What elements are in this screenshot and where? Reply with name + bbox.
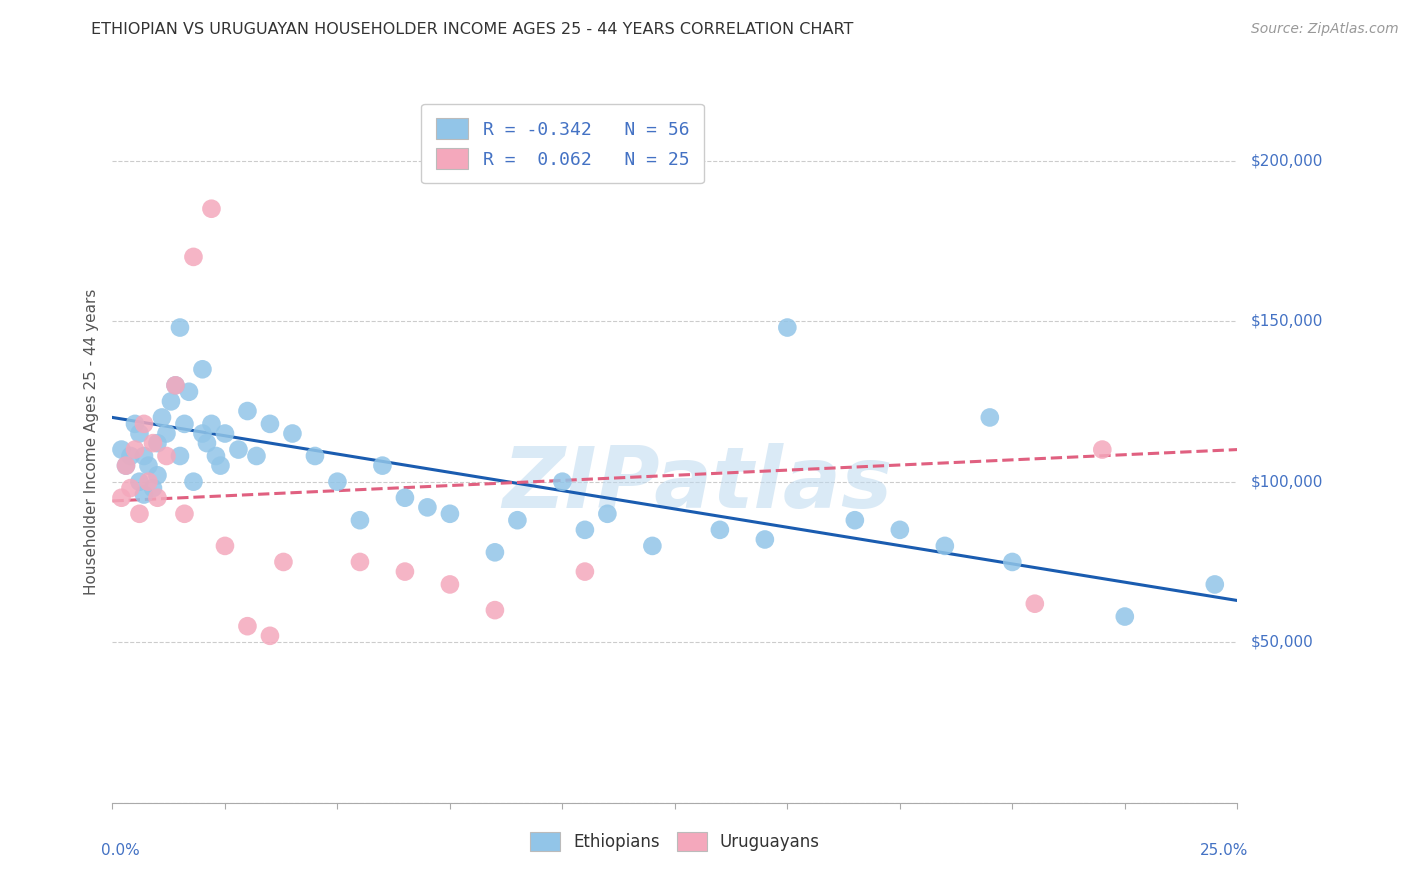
- Point: [165, 378, 187, 392]
- Point: [304, 449, 326, 463]
- Point: [506, 513, 529, 527]
- Point: [979, 410, 1001, 425]
- Point: [155, 426, 177, 441]
- Point: [200, 417, 222, 431]
- Point: [273, 555, 295, 569]
- Point: [484, 603, 506, 617]
- Point: [191, 362, 214, 376]
- Point: [236, 619, 259, 633]
- Point: [214, 539, 236, 553]
- Point: [115, 458, 138, 473]
- Point: [183, 250, 205, 264]
- Point: [889, 523, 911, 537]
- Point: [200, 202, 222, 216]
- Point: [120, 449, 142, 463]
- Point: [236, 404, 259, 418]
- Point: [115, 458, 138, 473]
- Point: [173, 417, 195, 431]
- Point: [128, 475, 150, 489]
- Text: $200,000: $200,000: [1251, 153, 1323, 168]
- Point: [349, 555, 371, 569]
- Point: [132, 449, 155, 463]
- Point: [1024, 597, 1046, 611]
- Point: [245, 449, 267, 463]
- Point: [214, 426, 236, 441]
- Text: $50,000: $50,000: [1251, 635, 1315, 649]
- Point: [709, 523, 731, 537]
- Point: [754, 533, 776, 547]
- Point: [169, 449, 191, 463]
- Text: $150,000: $150,000: [1251, 314, 1323, 328]
- Point: [776, 320, 799, 334]
- Point: [439, 507, 461, 521]
- Point: [326, 475, 349, 489]
- Point: [110, 491, 132, 505]
- Point: [844, 513, 866, 527]
- Point: [146, 491, 169, 505]
- Point: [183, 475, 205, 489]
- Point: [596, 507, 619, 521]
- Point: [195, 436, 218, 450]
- Legend: Ethiopians, Uruguayans: Ethiopians, Uruguayans: [522, 823, 828, 860]
- Point: [439, 577, 461, 591]
- Point: [132, 417, 155, 431]
- Point: [138, 475, 160, 489]
- Point: [150, 410, 173, 425]
- Point: [165, 378, 187, 392]
- Text: Source: ZipAtlas.com: Source: ZipAtlas.com: [1251, 22, 1399, 37]
- Text: 0.0%: 0.0%: [101, 843, 141, 857]
- Point: [574, 565, 596, 579]
- Point: [1001, 555, 1024, 569]
- Point: [394, 491, 416, 505]
- Point: [205, 449, 228, 463]
- Point: [349, 513, 371, 527]
- Point: [110, 442, 132, 457]
- Point: [371, 458, 394, 473]
- Point: [209, 458, 232, 473]
- Point: [1204, 577, 1226, 591]
- Point: [259, 629, 281, 643]
- Point: [138, 458, 160, 473]
- Point: [124, 442, 146, 457]
- Point: [160, 394, 183, 409]
- Point: [124, 417, 146, 431]
- Point: [146, 468, 169, 483]
- Point: [142, 481, 165, 495]
- Text: ETHIOPIAN VS URUGUAYAN HOUSEHOLDER INCOME AGES 25 - 44 YEARS CORRELATION CHART: ETHIOPIAN VS URUGUAYAN HOUSEHOLDER INCOM…: [91, 22, 853, 37]
- Point: [574, 523, 596, 537]
- Point: [1091, 442, 1114, 457]
- Point: [128, 426, 150, 441]
- Y-axis label: Householder Income Ages 25 - 44 years: Householder Income Ages 25 - 44 years: [83, 288, 98, 595]
- Point: [132, 487, 155, 501]
- Point: [259, 417, 281, 431]
- Point: [394, 565, 416, 579]
- Text: $100,000: $100,000: [1251, 475, 1323, 489]
- Point: [155, 449, 177, 463]
- Point: [177, 384, 200, 399]
- Point: [484, 545, 506, 559]
- Point: [146, 436, 169, 450]
- Point: [142, 436, 165, 450]
- Text: 25.0%: 25.0%: [1201, 843, 1249, 857]
- Point: [191, 426, 214, 441]
- Point: [169, 320, 191, 334]
- Point: [551, 475, 574, 489]
- Point: [934, 539, 956, 553]
- Point: [416, 500, 439, 515]
- Point: [641, 539, 664, 553]
- Point: [281, 426, 304, 441]
- Point: [173, 507, 195, 521]
- Text: ZIPatlas: ZIPatlas: [502, 443, 893, 526]
- Point: [1114, 609, 1136, 624]
- Point: [128, 507, 150, 521]
- Point: [228, 442, 250, 457]
- Point: [120, 481, 142, 495]
